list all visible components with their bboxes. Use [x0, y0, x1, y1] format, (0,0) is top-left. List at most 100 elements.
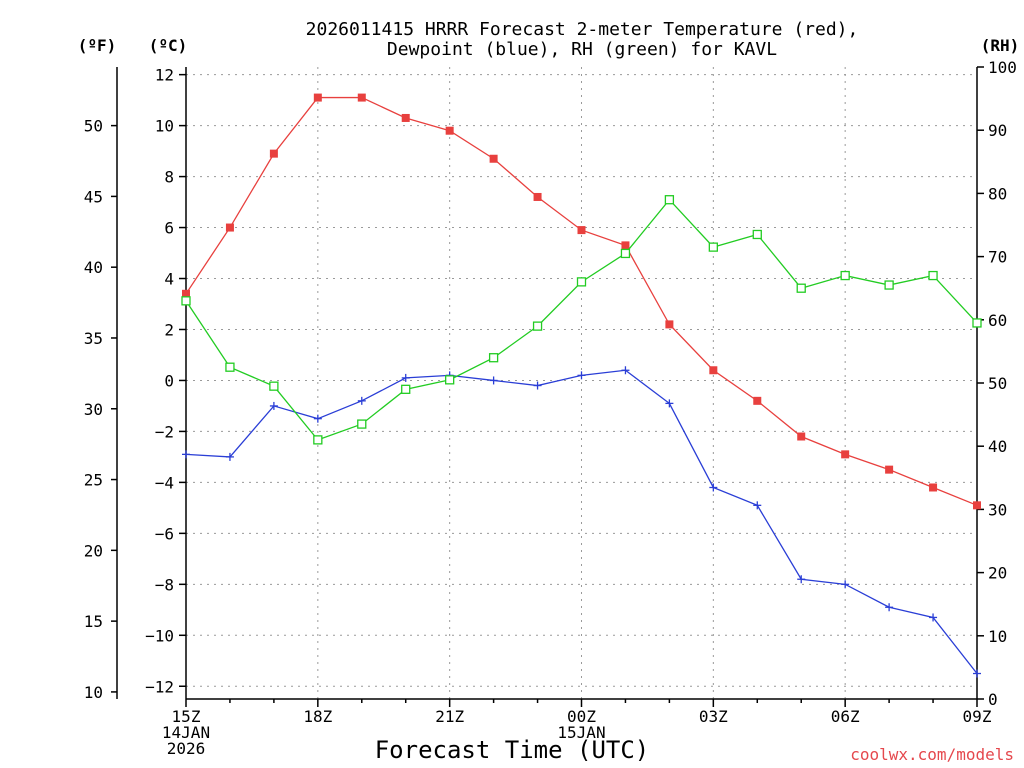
rh-point	[225, 362, 235, 372]
temperature-point	[841, 450, 850, 459]
x-tick-label: 21Z	[435, 707, 464, 726]
chart-title-line-1: 2026011415 HRRR Forecast 2-meter Tempera…	[306, 19, 859, 40]
rh-point	[313, 435, 323, 445]
rh-point	[796, 283, 806, 293]
x-tick-label: 14JAN	[162, 723, 210, 742]
dewpoint-point	[797, 575, 806, 584]
dewpoint-point	[753, 501, 762, 510]
rh-point	[972, 318, 982, 328]
credit-text: coolwx.com/models	[850, 745, 1014, 764]
celsius-tick-label: 4	[164, 270, 174, 289]
dewpoint-point	[357, 396, 366, 405]
rh-tick-label: 20	[988, 564, 1007, 583]
rh-point	[928, 270, 938, 281]
dewpoint-point	[489, 376, 498, 385]
rh-point	[357, 419, 367, 429]
rh-point	[664, 195, 675, 205]
rh-tick-label: 40	[988, 437, 1007, 456]
celsius-tick-label: −10	[145, 626, 174, 645]
rh-point	[269, 381, 279, 391]
dewpoint-point	[973, 669, 981, 678]
dewpoint-point	[225, 452, 234, 461]
temperature-point	[885, 465, 894, 474]
temperature-point	[313, 93, 322, 102]
rh-tick-label: 90	[988, 121, 1007, 140]
fahrenheit-tick-label: 40	[84, 258, 103, 277]
dewpoint-point	[885, 603, 894, 612]
chart-title-line-2: Dewpoint (blue), RH (green) for KAVL	[387, 39, 777, 60]
temperature-point	[709, 366, 718, 375]
rh-point	[401, 384, 411, 394]
celsius-tick-label: 0	[164, 371, 174, 390]
dewpoint-point	[533, 381, 542, 390]
tick-label-layer: 121086420−2−4−6−8−10−1250454035302520151…	[84, 58, 1017, 758]
rh-tick-label: 60	[988, 311, 1007, 330]
rh-point	[445, 375, 455, 385]
temperature-point	[973, 501, 981, 510]
celsius-tick-label: 10	[155, 117, 174, 136]
celsius-tick-label: −6	[155, 524, 174, 543]
rh-point	[840, 270, 850, 281]
celsius-tick-label: −4	[155, 473, 174, 492]
temperature-point	[797, 432, 806, 441]
rh-point	[532, 321, 543, 331]
rh-tick-label: 0	[988, 690, 998, 709]
fahrenheit-tick-label: 25	[84, 471, 103, 490]
axes-layer	[111, 66, 984, 707]
dewpoint-point	[269, 401, 278, 410]
celsius-tick-label: 8	[164, 168, 174, 187]
celsius-tick-label: 12	[155, 66, 174, 85]
rh-point	[576, 277, 587, 287]
dewpoint-point	[841, 580, 850, 589]
celsius-tick-label: −8	[155, 575, 174, 594]
temperature-point	[753, 396, 762, 405]
temperature-point	[489, 154, 498, 163]
celsius-tick-label: −2	[155, 422, 174, 441]
dewpoint-point	[621, 366, 630, 375]
rh-tick-label: 50	[988, 374, 1007, 393]
rh-point	[620, 248, 631, 259]
temperature-point	[445, 126, 454, 135]
dewpoint-point	[577, 371, 586, 380]
dewpoint-point	[665, 399, 674, 408]
x-tick-label: 06Z	[831, 707, 860, 726]
fahrenheit-tick-label: 20	[84, 541, 103, 560]
fahrenheit-tick-label: 15	[84, 612, 103, 631]
dewpoint-point	[182, 450, 190, 459]
temperature-point	[577, 226, 586, 235]
fahrenheit-tick-label: 50	[84, 117, 103, 136]
temperature-point	[401, 113, 410, 122]
grid-layer	[186, 67, 977, 699]
dewpoint-point	[929, 613, 938, 622]
rh-point	[884, 280, 894, 290]
rh-tick-label: 70	[988, 248, 1007, 267]
rh-tick-label: 80	[988, 184, 1007, 203]
temperature-point	[225, 223, 234, 232]
x-tick-label: 09Z	[963, 707, 992, 726]
x-tick-label: 18Z	[303, 707, 332, 726]
fahrenheit-tick-label: 45	[84, 187, 103, 206]
x-tick-label: 2026	[167, 739, 206, 758]
x-tick-label: 15JAN	[557, 723, 605, 742]
temperature-point	[357, 93, 366, 102]
rh-point	[752, 229, 762, 240]
series-layer	[181, 93, 982, 678]
fahrenheit-tick-label: 30	[84, 400, 103, 419]
fahrenheit-tick-label: 10	[84, 683, 103, 702]
x-tick-label: 15Z	[172, 707, 201, 726]
rh-point	[181, 296, 191, 306]
rh-point	[488, 353, 499, 363]
temperature-point	[621, 241, 630, 250]
rh-tick-label: 100	[988, 58, 1017, 77]
celsius-tick-label: 6	[164, 219, 174, 238]
x-tick-label: 03Z	[699, 707, 728, 726]
temperature-point	[929, 483, 938, 492]
rh-tick-label: 10	[988, 627, 1007, 646]
temperature-point	[533, 192, 542, 201]
rh-tick-label: 30	[988, 500, 1007, 519]
rh-point	[708, 242, 718, 252]
x-axis-title: Forecast Time (UTC)	[375, 736, 650, 764]
fahrenheit-tick-label: 35	[84, 329, 103, 348]
fahrenheit-unit-label: (ºF)	[78, 36, 117, 55]
